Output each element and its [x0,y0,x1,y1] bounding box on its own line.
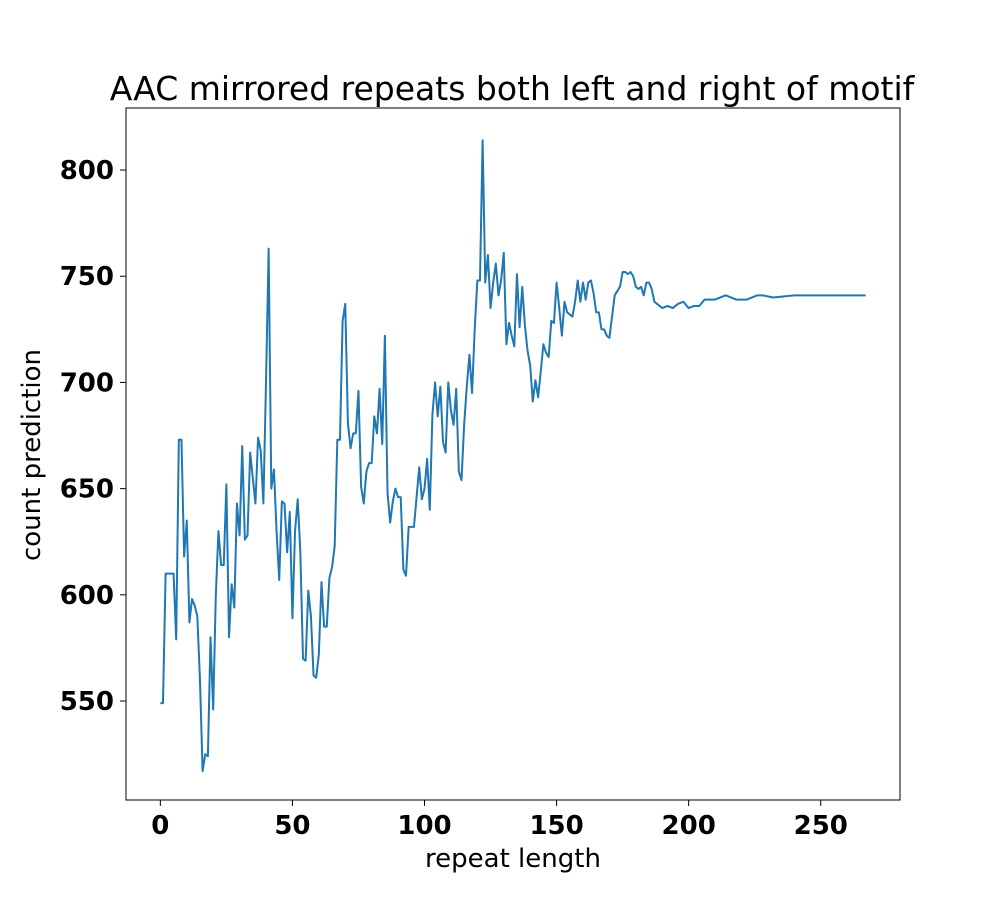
x-tick-label: 50 [274,811,310,841]
y-tick-label: 600 [60,581,114,611]
chart-title: AAC mirrored repeats both left and right… [110,69,916,108]
y-tick-label: 800 [60,156,114,186]
line [160,139,866,773]
y-axis-label: count prediction [17,349,47,561]
x-tick-label: 200 [662,811,716,841]
y-tick-label: 700 [60,368,114,398]
y-tick-label: 650 [60,475,114,505]
x-axis-label: repeat length [425,844,601,874]
y-tick-label: 550 [60,687,114,717]
x-tick-label: 150 [529,811,583,841]
y-tick-label: 750 [60,262,114,292]
plot-frame [125,107,901,801]
x-tick-label: 0 [151,811,169,841]
x-tick-label: 100 [397,811,451,841]
x-tick-label: 250 [794,811,848,841]
